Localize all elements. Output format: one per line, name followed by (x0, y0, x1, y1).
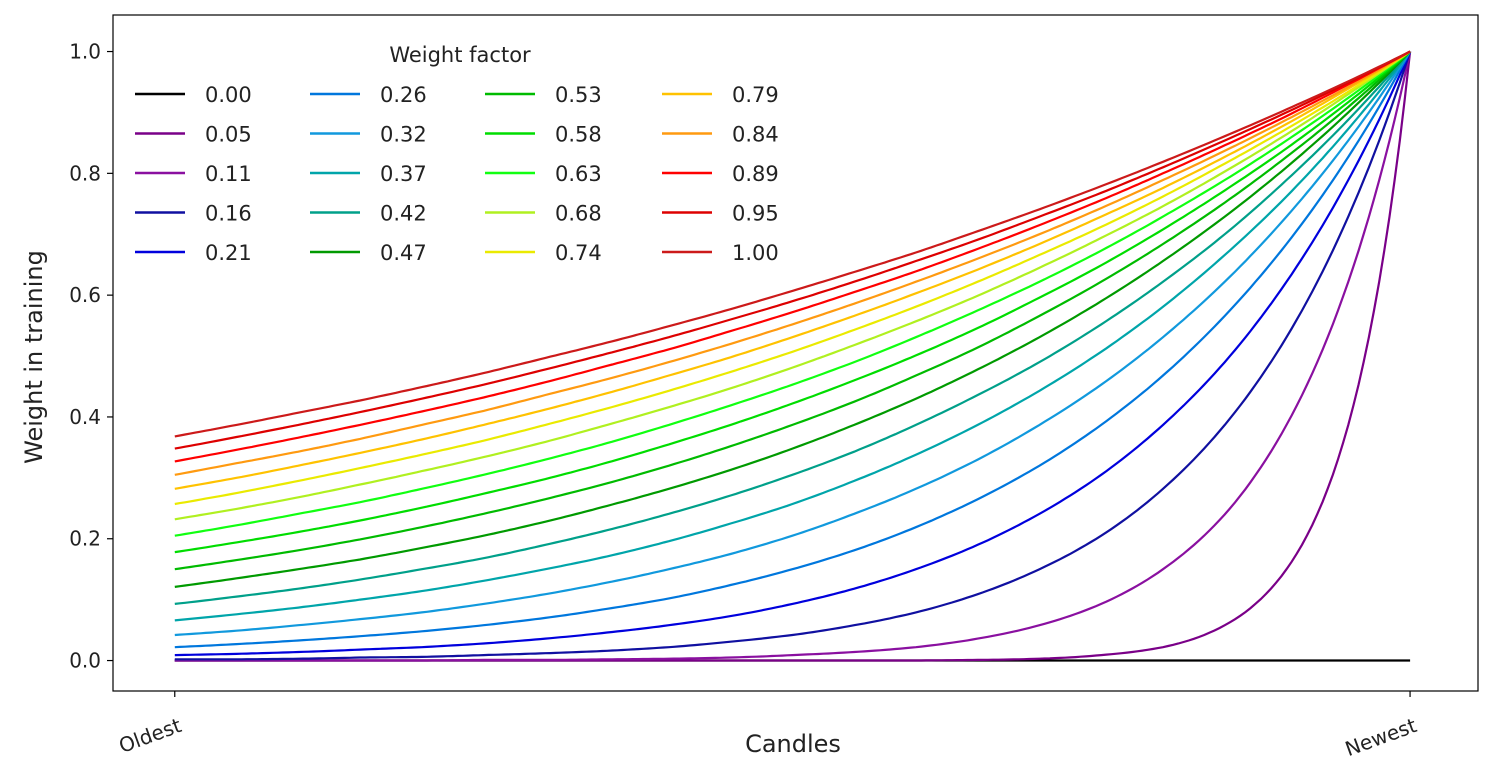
legend-item: 0.63 (485, 162, 602, 186)
series-line-0.68 (174, 50, 1411, 521)
y-tick-label: 0.4 (69, 405, 101, 429)
series-line-0.32 (174, 50, 1412, 637)
legend-item: 0.68 (485, 202, 602, 226)
y-tick-label: 0.6 (69, 283, 101, 307)
legend-label: 0.05 (205, 123, 252, 147)
legend-item: 0.58 (485, 123, 602, 147)
series-line-0.16 (174, 51, 1412, 661)
series-line-0.21 (174, 51, 1412, 657)
series-line-0.89 (174, 50, 1411, 463)
series-line-0.26 (174, 50, 1412, 649)
legend: Weight factor 0.00 0.05 0.11 0.16 0.21 0.26 0.… (135, 43, 779, 265)
legend-label: 0.37 (380, 162, 427, 186)
legend-label: 0.63 (555, 162, 602, 186)
legend-item: 1.00 (662, 241, 779, 265)
series-line-0.42 (174, 50, 1411, 605)
series-line-1.00 (174, 50, 1411, 438)
y-axis: 0.0 0.2 0.4 0.6 0.8 1.0 (69, 40, 113, 673)
series-layer (174, 50, 1412, 662)
series-line-0.58 (174, 50, 1411, 554)
legend-label: 0.89 (732, 162, 779, 186)
plot-frame (112, 14, 1479, 692)
x-axis-label: Candles (745, 730, 841, 758)
legend-item: 0.21 (135, 241, 252, 265)
series-line-0.37 (174, 50, 1411, 622)
y-tick-label: 1.0 (69, 40, 101, 64)
legend-label: 0.26 (380, 83, 427, 107)
legend-item: 0.84 (662, 123, 779, 147)
legend-item: 0.26 (310, 83, 427, 107)
y-tick-label: 0.8 (69, 161, 101, 185)
legend-label: 0.84 (732, 123, 779, 147)
legend-label: 0.79 (732, 83, 779, 107)
x-tick-label: Newest (1342, 713, 1420, 761)
legend-item: 0.11 (135, 162, 252, 186)
legend-label: 0.58 (555, 123, 602, 147)
legend-item: 0.95 (662, 202, 779, 226)
series-line-0.74 (174, 50, 1411, 506)
legend-label: 0.47 (380, 241, 427, 265)
series-line-0.84 (174, 50, 1411, 476)
legend-label: 0.21 (205, 241, 252, 265)
legend-label: 0.53 (555, 83, 602, 107)
series-line-0.79 (174, 50, 1411, 490)
legend-label: 0.42 (380, 202, 427, 226)
y-tick-label: 0.0 (69, 649, 101, 673)
y-tick-label: 0.2 (69, 527, 101, 551)
legend-item: 0.00 (135, 83, 252, 107)
legend-label: 1.00 (732, 241, 779, 265)
legend-item: 0.16 (135, 202, 252, 226)
y-axis-label: Weight in training (20, 250, 48, 464)
legend-item: 0.37 (310, 162, 427, 186)
series-line-0.63 (174, 50, 1411, 537)
legend-title: Weight factor (389, 43, 531, 67)
legend-label: 0.32 (380, 123, 427, 147)
legend-item: 0.74 (485, 241, 602, 265)
legend-item: 0.79 (662, 83, 779, 107)
legend-item: 0.89 (662, 162, 779, 186)
legend-label: 0.16 (205, 202, 252, 226)
legend-label: 0.74 (555, 241, 602, 265)
legend-item: 0.53 (485, 83, 602, 107)
x-tick-label: Oldest (116, 713, 185, 758)
legend-label: 0.11 (205, 162, 252, 186)
legend-label: 0.95 (732, 202, 779, 226)
legend-item: 0.47 (310, 241, 427, 265)
series-line-0.11 (174, 51, 1412, 662)
legend-item: 0.05 (135, 123, 252, 147)
legend-item: 0.32 (310, 123, 427, 147)
legend-label: 0.68 (555, 202, 602, 226)
legend-label: 0.00 (205, 83, 252, 107)
series-line-0.47 (174, 50, 1411, 588)
legend-item: 0.42 (310, 202, 427, 226)
series-line-0.53 (174, 50, 1411, 571)
series-line-0.95 (174, 50, 1411, 450)
